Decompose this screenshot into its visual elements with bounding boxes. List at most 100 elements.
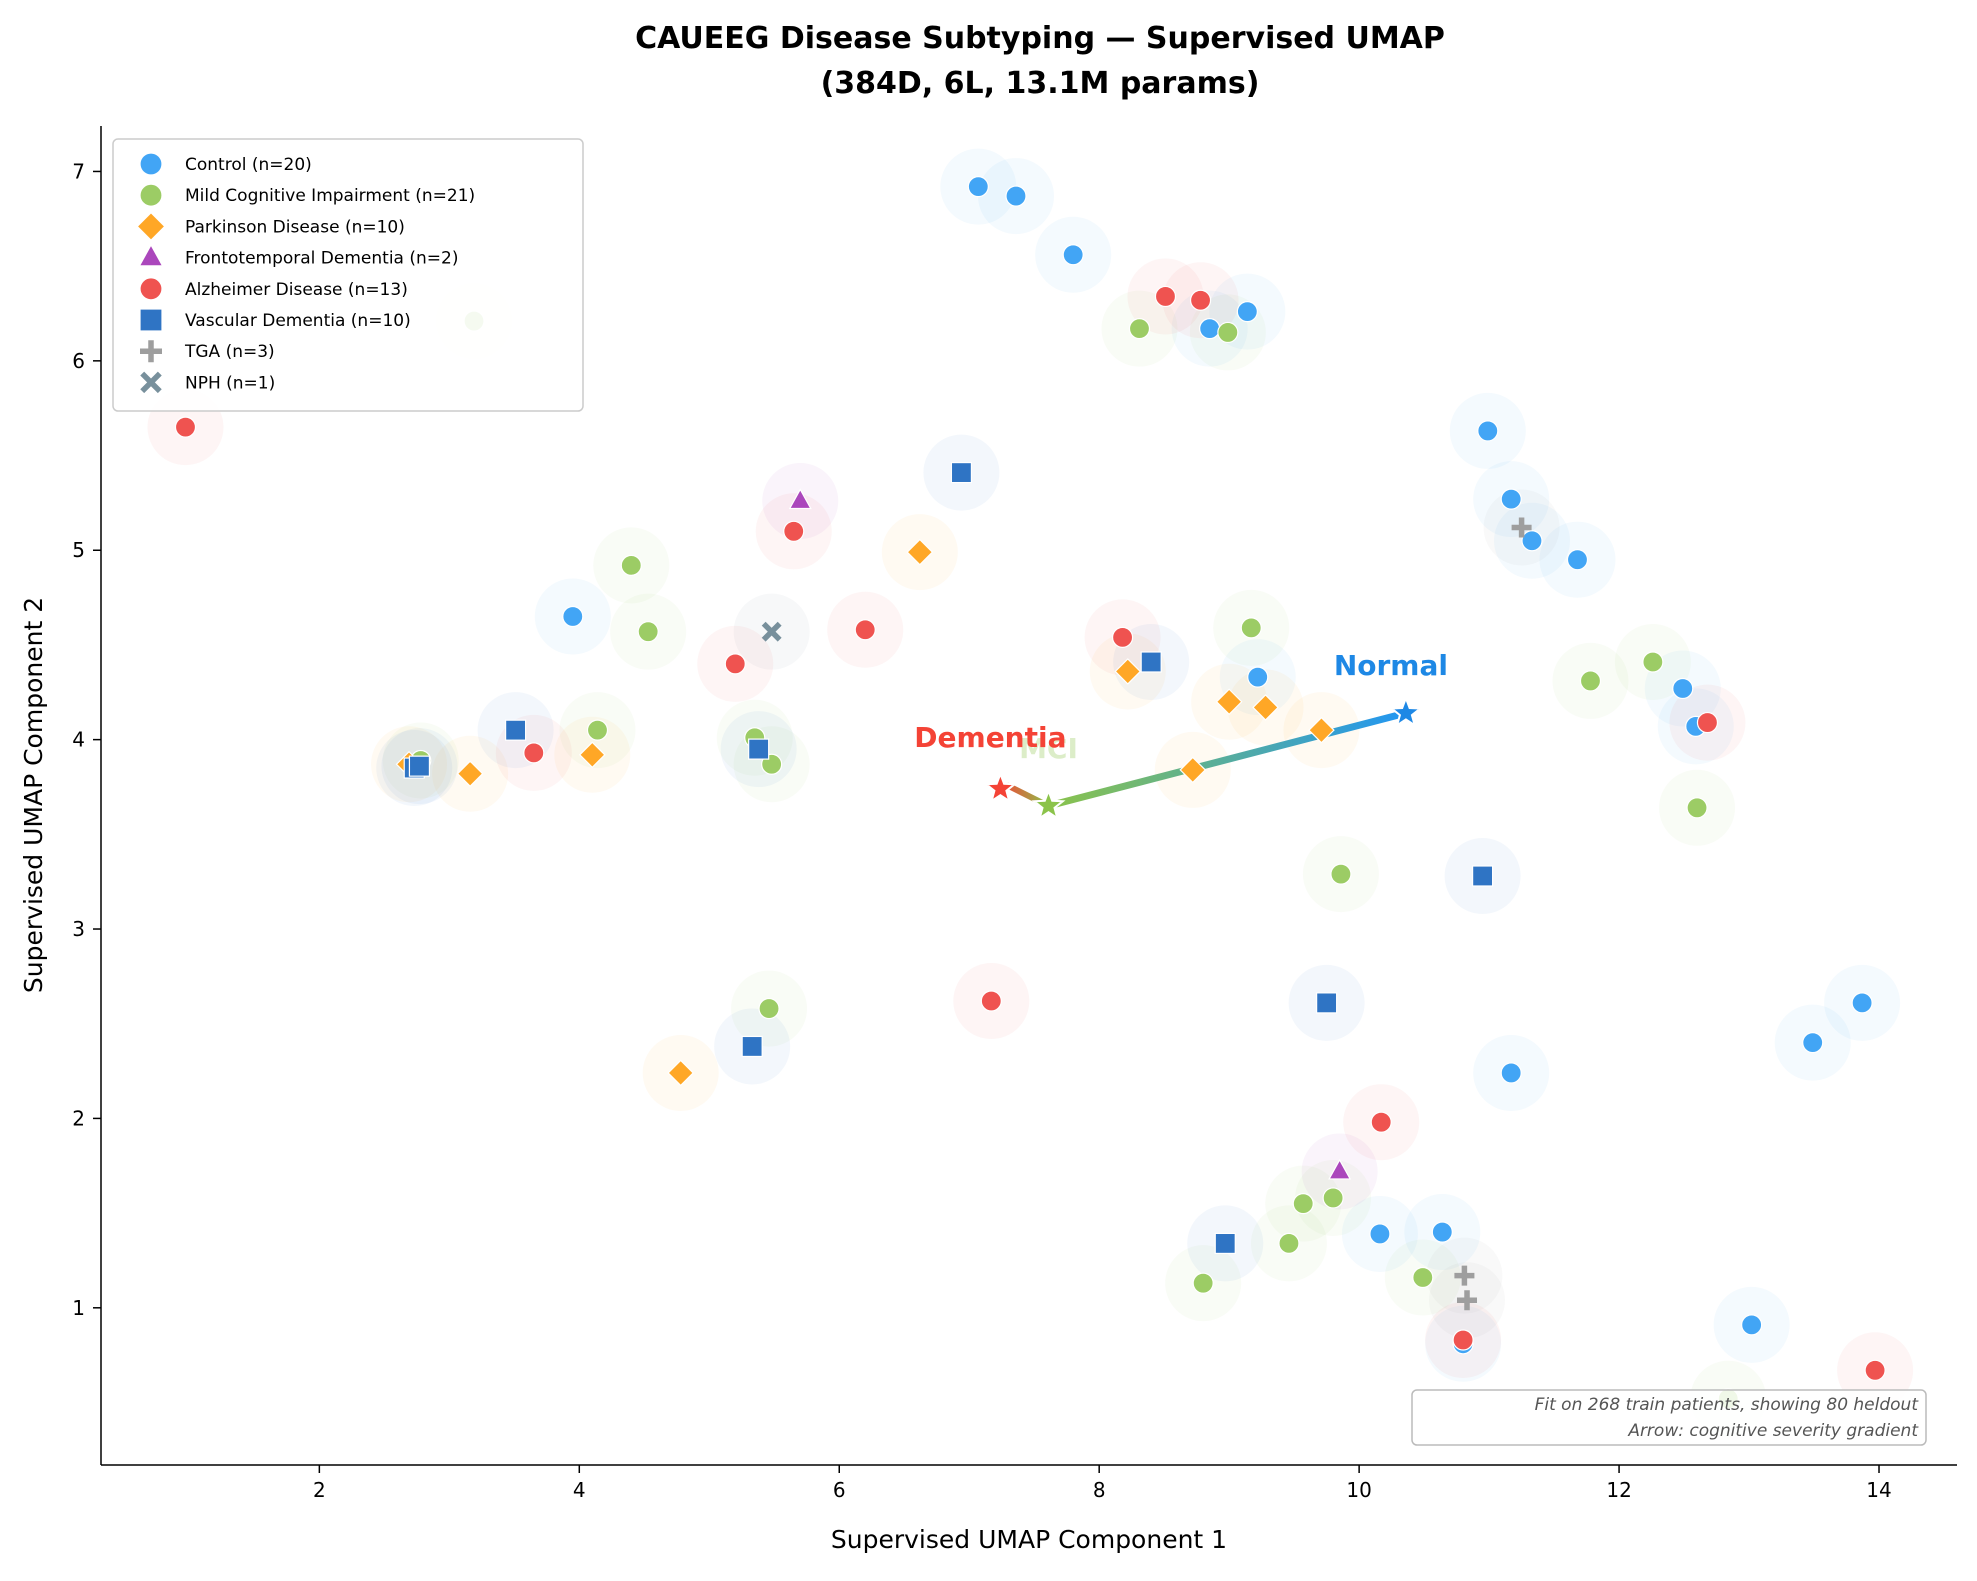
point-mild-cognitive-impairment <box>1240 617 1262 639</box>
legend-label-tga: TGA (n=3) <box>184 342 275 362</box>
point-tga <box>1511 517 1532 538</box>
legend-label-frontotemporal-dementia: Frontotemporal Dementia (n=2) <box>185 249 458 269</box>
centroid-star-dementia <box>983 771 1018 804</box>
legend: Control (n=20) Mild Cognitive Impairment … <box>112 138 584 412</box>
point-vascular-dementia <box>741 1035 763 1058</box>
point-control <box>1236 301 1258 323</box>
point-tga <box>1454 1265 1475 1286</box>
centroid-star-normal <box>1389 695 1423 728</box>
legend-marker-parkinson-disease <box>136 211 166 241</box>
legend-marker-alzheimer-disease <box>139 277 163 301</box>
centroid-label-normal: Normal <box>1334 649 1448 682</box>
legend-label-alzheimer-disease: Alzheimer Disease (n=13) <box>185 280 408 300</box>
chart-title: CAUEEG Disease Subtyping — Supervised UM… <box>635 21 1445 56</box>
legend-label-vascular-dementia: Vascular Dementia (n=10) <box>185 311 411 331</box>
annotation-box: Fit on 268 train patients, showing 80 he… <box>1411 1389 1927 1446</box>
point-tga <box>1457 1290 1478 1311</box>
point-control <box>1369 1223 1391 1245</box>
legend-marker-mild-cognitive-impairment <box>139 183 163 207</box>
point-alzheimer-disease <box>1370 1111 1392 1133</box>
point-control <box>1741 1314 1763 1336</box>
point-alzheimer-disease <box>1154 285 1177 308</box>
point-mild-cognitive-impairment <box>1192 1272 1214 1294</box>
point-parkinson-disease <box>1179 756 1207 784</box>
point-vascular-dementia <box>1140 651 1162 673</box>
point-alzheimer-disease <box>1111 626 1134 648</box>
point-control <box>1062 244 1084 266</box>
point-control <box>967 176 989 198</box>
point-mild-cognitive-impairment <box>1642 651 1664 673</box>
point-mild-cognitive-impairment <box>1330 863 1352 885</box>
point-control <box>1802 1032 1824 1054</box>
point-mild-cognitive-impairment <box>637 621 659 643</box>
x-axis-label: Supervised UMAP Component 1 <box>831 1525 1227 1554</box>
point-mild-cognitive-impairment <box>1292 1193 1314 1215</box>
y-tick-label: 4 <box>72 728 85 752</box>
point-control <box>562 605 584 628</box>
point-mild-cognitive-impairment <box>586 719 609 741</box>
point-vascular-dementia <box>748 738 770 760</box>
legend-marker-tga <box>140 340 162 363</box>
point-control <box>1431 1221 1453 1243</box>
point-mild-cognitive-impairment <box>1686 797 1708 819</box>
point-alzheimer-disease <box>1864 1359 1886 1381</box>
point-alzheimer-disease <box>174 416 197 438</box>
x-tick-label: 4 <box>573 1478 586 1502</box>
annotation-line-2: Arrow: cognitive severity gradient <box>1627 1421 1919 1441</box>
point-parkinson-disease <box>1114 658 1142 685</box>
point-control <box>1500 1062 1522 1084</box>
point-alzheimer-disease <box>724 653 746 675</box>
legend-label-control: Control (n=20) <box>185 155 312 175</box>
point-vascular-dementia <box>1214 1232 1236 1255</box>
y-tick-label: 5 <box>72 538 85 562</box>
arrow-normal-to-mci <box>1044 709 1410 810</box>
point-mild-cognitive-impairment <box>1128 318 1151 340</box>
point-alzheimer-disease <box>980 990 1002 1012</box>
y-tick-label: 3 <box>72 917 85 941</box>
legend-marker-control <box>139 152 163 176</box>
point-parkinson-disease <box>1252 694 1279 721</box>
x-tick-label: 2 <box>313 1478 326 1502</box>
point-parkinson-disease <box>578 741 606 769</box>
y-axis-label: Supervised UMAP Component 2 <box>19 597 48 993</box>
point-vascular-dementia <box>1316 992 1338 1014</box>
point-control <box>1672 677 1694 700</box>
point-control <box>1500 488 1522 510</box>
point-vascular-dementia <box>408 755 431 777</box>
x-tick-label: 8 <box>1093 1478 1106 1502</box>
legend-label-mild-cognitive-impairment: Mild Cognitive Impairment (n=21) <box>185 186 475 206</box>
y-tick-label: 1 <box>72 1296 85 1320</box>
point-control <box>1851 992 1873 1014</box>
marker-layer <box>174 176 1886 1410</box>
point-frontotemporal-dementia <box>1328 1158 1352 1180</box>
point-control <box>1247 666 1269 688</box>
point-alzheimer-disease <box>1696 711 1719 734</box>
x-tick-label: 12 <box>1606 1478 1631 1502</box>
point-control <box>1005 185 1027 207</box>
y-tick-label: 6 <box>72 349 85 373</box>
point-vascular-dementia <box>505 719 527 741</box>
point-mild-cognitive-impairment <box>1217 321 1239 344</box>
point-alzheimer-disease <box>523 742 545 764</box>
legend-marker-vascular-dementia <box>139 308 163 332</box>
point-mild-cognitive-impairment <box>1579 670 1602 692</box>
x-tick-label: 14 <box>1866 1478 1891 1502</box>
y-tick-label: 7 <box>72 159 85 183</box>
point-vascular-dementia <box>950 461 973 484</box>
point-vascular-dementia <box>1472 865 1494 887</box>
legend-marker-nph <box>140 371 162 394</box>
legend-marker-frontotemporal-dementia <box>138 243 164 267</box>
point-alzheimer-disease <box>783 520 805 542</box>
point-parkinson-disease <box>667 1059 695 1087</box>
y-tick-label: 2 <box>72 1106 85 1130</box>
centroid-star-mci <box>1031 788 1066 821</box>
point-mild-cognitive-impairment <box>1412 1266 1434 1289</box>
point-parkinson-disease <box>906 538 934 566</box>
point-alzheimer-disease <box>854 619 876 641</box>
legend-label-parkinson-disease: Parkinson Disease (n=10) <box>185 217 405 237</box>
point-frontotemporal-dementia <box>788 488 812 510</box>
point-mild-cognitive-impairment <box>758 997 780 1020</box>
